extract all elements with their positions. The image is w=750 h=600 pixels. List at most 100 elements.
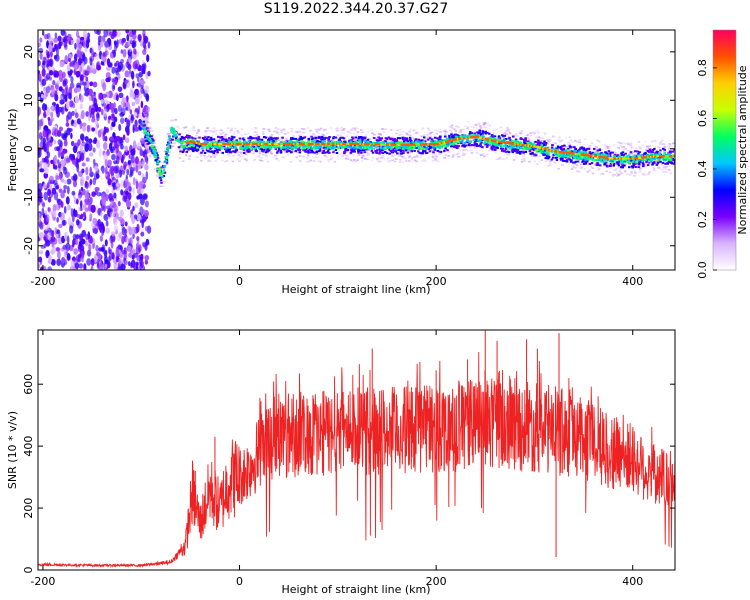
spectrogram-band-cell <box>451 135 454 138</box>
spectrogram-halo-cell <box>505 133 508 135</box>
spectrogram-halo-cell <box>472 126 476 129</box>
spectrogram-noise-cell <box>47 232 52 241</box>
spectrogram-noise-cell <box>138 112 143 119</box>
spectrogram-halo-cell <box>295 131 299 133</box>
spectrogram-core-cell <box>578 150 581 153</box>
spectrogram-halo-cell <box>224 160 227 163</box>
spectrogram-band-cell <box>641 162 645 165</box>
spectrogram-noise-cell <box>88 244 92 252</box>
spectrogram-halo-cell <box>243 150 247 152</box>
spectrogram-noise-cell <box>66 178 72 185</box>
spectrogram-halo-cell <box>196 137 199 139</box>
spectrogram-noise-cell <box>46 182 50 189</box>
spectrogram-noise-cell <box>106 149 110 156</box>
spectrogram-halo-cell <box>402 130 405 133</box>
spectrogram-noise-cell <box>107 261 111 269</box>
spectrogram-noise-cell <box>75 234 80 240</box>
spectrogram-halo-cell <box>408 156 411 159</box>
spectrogram-noise-cell <box>137 171 142 176</box>
spectrogram-noise-cell <box>113 40 117 46</box>
spectrogram-halo-cell <box>199 153 202 155</box>
spectrogram-halo-cell <box>443 151 446 153</box>
spectrogram-band-cell <box>525 142 528 145</box>
spectrogram-core-cell <box>374 145 378 148</box>
spectrogram-noise-cell <box>69 100 74 108</box>
spectrogram-core-cell <box>495 142 499 145</box>
spectrogram-noise-cell <box>136 195 141 200</box>
spectrogram-core-cell <box>144 130 147 133</box>
spectrogram-noise-cell <box>74 112 79 119</box>
spectrogram-band-cell <box>344 149 347 152</box>
spectrogram-halo-cell <box>413 156 416 158</box>
spectrogram-band-cell <box>621 151 625 154</box>
spectrogram-halo-cell <box>359 129 363 131</box>
spectrogram-band-cell <box>310 135 313 138</box>
spectrogram-halo-cell <box>489 138 492 140</box>
spectrogram-band-cell <box>409 140 413 143</box>
spectrogram-halo-cell <box>399 131 402 133</box>
spectrogram-halo-cell <box>332 150 336 152</box>
spectrogram-noise-cell <box>42 141 46 149</box>
spectrogram-noise-cell <box>71 213 75 223</box>
spectrogram-halo-cell <box>394 158 398 160</box>
spectrogram-noise-cell <box>41 115 45 123</box>
spectrogram-band-cell <box>303 136 307 139</box>
spectrogram-core-cell <box>233 140 236 143</box>
spectrogram-halo-cell <box>566 146 570 148</box>
spectrogram-band-cell <box>146 134 149 137</box>
spectrogram-noise-cell <box>97 92 103 101</box>
spectrogram-halo-cell <box>601 173 605 175</box>
spectrogram-noise-cell <box>48 43 53 53</box>
spectrogram-core-cell <box>430 140 433 143</box>
spectrogram-core-cell <box>487 137 490 139</box>
spectrogram-halo-cell <box>298 160 302 162</box>
spectrogram-halo-cell <box>420 128 424 131</box>
spectrogram-halo-cell <box>459 131 462 133</box>
spectrogram-band-cell <box>376 149 379 152</box>
spectrogram-band-cell <box>464 144 468 147</box>
spectrogram-band-cell <box>534 140 537 143</box>
spectrogram-band-cell <box>249 137 252 140</box>
spectrogram-halo-cell <box>203 147 206 150</box>
spectrogram-halo-cell <box>344 154 348 157</box>
spectrogram-halo-cell <box>222 131 225 134</box>
spectrogram-halo-cell <box>579 163 583 165</box>
spectrogram-band-cell <box>257 135 260 138</box>
spectrogram-noise-cell <box>88 95 92 101</box>
spectrogram-noise-cell <box>111 66 116 74</box>
spectrogram-band-cell <box>344 140 347 143</box>
spectrogram-noise-cell <box>132 187 135 196</box>
spectrogram-halo-cell <box>399 159 402 161</box>
spectrogram-band-cell <box>363 137 366 140</box>
spectrogram-band-cell <box>326 150 330 153</box>
spectrogram-halo-cell <box>220 137 223 140</box>
spectrogram-halo-cell <box>353 129 357 131</box>
spectrogram-band-cell <box>673 148 675 151</box>
spectrogram-halo-cell <box>549 164 553 166</box>
spectrogram-noise-cell <box>130 70 135 80</box>
spectrogram-halo-cell <box>353 132 356 135</box>
spectrogram-noise-cell <box>124 228 128 235</box>
spectrogram-halo-cell <box>617 141 620 144</box>
page-title: S119.2022.344.20.37.G27 <box>263 1 449 17</box>
spectrogram-halo-cell <box>594 162 598 164</box>
spectrogram-noise-cell <box>62 166 67 171</box>
spectrogram-band-cell <box>453 145 456 148</box>
spectrogram-noise-cell <box>55 233 59 239</box>
spectrogram-noise-cell <box>93 227 98 234</box>
spectrogram-noise-cell <box>59 71 63 78</box>
spectrogram-noise-cell <box>77 213 81 219</box>
spectrogram-noise-cell <box>88 112 91 122</box>
spectrogram-halo-cell <box>373 133 376 136</box>
spectrogram-halo-cell <box>336 155 339 157</box>
spectrogram-band-cell <box>563 160 566 162</box>
spectrogram-halo-cell <box>479 125 482 127</box>
spectrogram-band-cell <box>320 135 324 138</box>
spectrogram-noise-cell <box>111 121 116 128</box>
spectrogram-halo-cell <box>421 160 424 163</box>
spectrogram-halo-cell <box>302 155 305 158</box>
spectrogram-band-cell <box>476 131 479 134</box>
spectrogram-band-cell <box>357 150 360 153</box>
spectrogram-band-cell <box>633 160 636 163</box>
spectrogram-halo-cell <box>338 153 342 155</box>
